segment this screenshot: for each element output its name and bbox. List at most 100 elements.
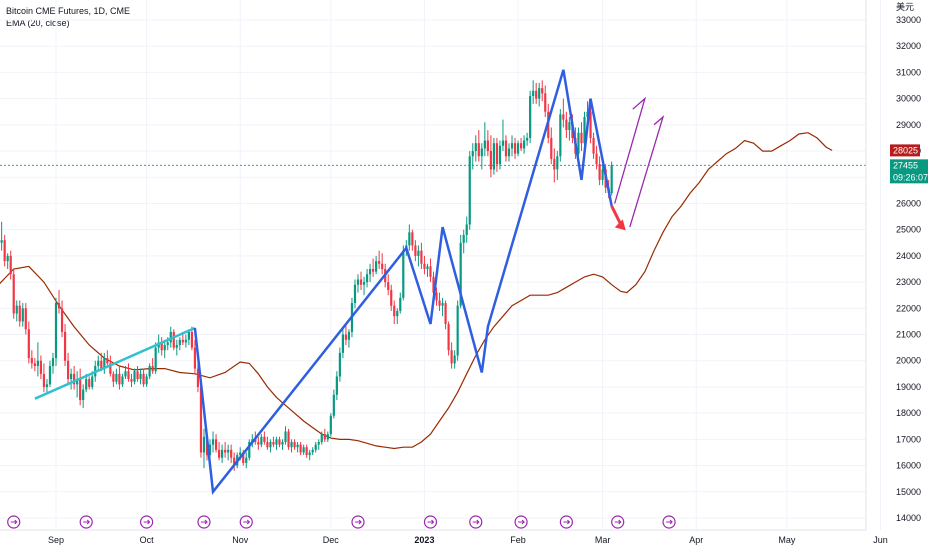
candle-body [88, 379, 91, 387]
candle-up [610, 161, 613, 196]
event-marker-icon[interactable] [79, 515, 93, 529]
candle-up [82, 384, 85, 408]
event-marker-icon[interactable] [7, 515, 21, 529]
event-marker-icon[interactable] [662, 515, 676, 529]
candle-body [139, 373, 142, 380]
candle-up [284, 426, 287, 445]
candle-up [290, 439, 293, 453]
candle-body [347, 331, 351, 340]
candle-body [323, 434, 326, 440]
candle-body [341, 334, 344, 353]
candle-down [233, 452, 236, 471]
candle-body [438, 300, 441, 306]
candle-down [429, 258, 432, 283]
candle-down [12, 269, 15, 319]
event-arrow [614, 519, 622, 525]
candle-body [559, 114, 562, 157]
candle-body [281, 441, 284, 445]
event-marker-icon[interactable] [514, 515, 528, 529]
event-marker-icon[interactable] [239, 515, 253, 529]
candle-body [556, 156, 559, 170]
candle-up [145, 373, 148, 387]
candle-down [257, 436, 260, 450]
candle-down [24, 303, 27, 335]
candle-down [580, 122, 583, 152]
candle-up [529, 90, 532, 144]
candle-up [311, 447, 314, 456]
candle-body [372, 269, 375, 272]
candle-down [136, 365, 139, 382]
candle-body [82, 389, 85, 401]
candle-up [523, 135, 526, 154]
candle-body [553, 158, 556, 170]
event-arrow [143, 519, 151, 525]
candle-body [610, 165, 613, 193]
candle-down [519, 137, 523, 152]
candle-body [483, 140, 486, 149]
candle-body [9, 255, 12, 275]
candle-body [308, 452, 311, 456]
candle-down [172, 329, 175, 351]
candle-up [516, 140, 520, 157]
event-marker-icon[interactable] [611, 515, 625, 529]
time-tick-label: Feb [510, 535, 526, 545]
candle-body [91, 376, 94, 387]
candle-up [483, 122, 486, 157]
candle-body [181, 339, 184, 343]
indicator-label[interactable]: EMA (20, close) [6, 18, 70, 28]
candle-up [320, 431, 323, 445]
event-marker-icon[interactable] [197, 515, 211, 529]
candle-down [130, 373, 133, 387]
candle-down [550, 127, 553, 165]
event-marker-icon[interactable] [140, 515, 154, 529]
event-marker-icon[interactable] [351, 515, 365, 529]
price-tick-label: 18000 [896, 408, 921, 418]
candle-down [30, 350, 33, 369]
candle-body [178, 339, 181, 346]
price-tick-label: 25000 [896, 225, 921, 235]
candle-body [432, 276, 435, 293]
candle-body [441, 303, 444, 306]
event-marker-icon[interactable] [423, 515, 438, 529]
event-arrow [563, 519, 571, 525]
time-tick-label: Mar [595, 535, 611, 545]
candle-up [302, 444, 305, 456]
candle-body [272, 441, 275, 445]
candle-up [211, 431, 215, 453]
candle-body [24, 308, 27, 330]
candle-body [233, 457, 236, 466]
event-arrow [243, 519, 251, 525]
candle-body [6, 255, 9, 262]
candle-body [365, 274, 369, 283]
candle-up [538, 82, 541, 107]
event-marker-icon[interactable] [469, 515, 483, 529]
candle-down [9, 250, 12, 280]
candle-down [142, 368, 145, 387]
candle-down [230, 444, 233, 463]
candle-up [501, 119, 505, 152]
candle-body [501, 140, 505, 146]
candle-up [115, 368, 118, 385]
price-tick-label: 24000 [896, 251, 921, 261]
candle-body [257, 441, 260, 445]
candle-body [142, 373, 145, 385]
candle-up [227, 444, 230, 461]
candle-body [414, 245, 417, 256]
symbol-title[interactable]: Bitcoin CME Futures, 1D, CME [6, 6, 131, 16]
event-marker-icon[interactable] [559, 515, 573, 529]
candle-down [381, 253, 384, 275]
candle-body [538, 88, 541, 99]
candle-up [341, 329, 344, 359]
candle-body [368, 269, 372, 275]
candle-body [145, 376, 148, 385]
candle-body [411, 232, 414, 246]
candle-up [338, 347, 341, 382]
price-badges: 28025 27455 09:26:07 [890, 144, 928, 184]
candle-body [495, 143, 499, 165]
candle-body [335, 376, 338, 395]
candle-body [565, 119, 568, 131]
candle-body [529, 96, 532, 138]
candle-body [172, 331, 175, 348]
candle-body [450, 350, 453, 364]
